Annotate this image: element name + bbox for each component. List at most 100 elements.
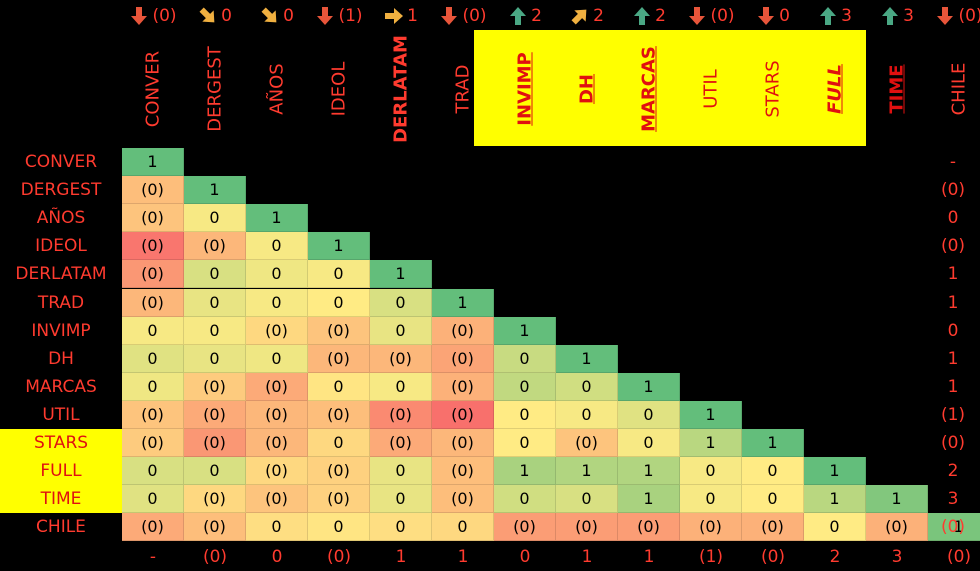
- heatmap-cell: (0): [122, 429, 184, 457]
- row-summary-value: 1: [947, 376, 959, 397]
- heatmap-cell: (0): [246, 316, 308, 345]
- heatmap-cell: (0): [556, 429, 618, 457]
- row-label: FULL: [0, 457, 122, 486]
- row-label: UTIL: [42, 404, 80, 425]
- heatmap-cell: (0): [370, 400, 432, 429]
- heatmap-cell: 0: [184, 457, 246, 486]
- column-header: DERLATAM: [383, 30, 419, 148]
- trend-indicator: 0: [246, 4, 308, 28]
- heatmap-cell: 1: [618, 457, 680, 486]
- heatmap-cell: 1: [680, 429, 742, 457]
- trend-arrow-icon: [820, 7, 837, 25]
- heatmap-cell: 1: [866, 485, 928, 514]
- heatmap-cell: 1: [556, 457, 618, 486]
- trend-indicator: 3: [804, 4, 866, 28]
- heatmap-cell: 1: [370, 260, 432, 289]
- column-header: INVIMP: [507, 30, 543, 148]
- heatmap-cell: (0): [866, 513, 928, 542]
- heatmap-cell: 0: [308, 513, 370, 542]
- heatmap-cell: 1: [122, 148, 184, 176]
- heatmap-cell: 1: [680, 400, 742, 429]
- heatmap-cell: (0): [432, 429, 494, 457]
- trend-arrow-icon: [385, 8, 404, 24]
- heatmap-cell: 1: [618, 485, 680, 514]
- column-summary-value: (0): [946, 547, 972, 567]
- trend-value: 2: [593, 6, 604, 26]
- trend-indicator: (0): [432, 4, 494, 28]
- heatmap-cell: 0: [122, 457, 184, 486]
- trend-indicator: 0: [742, 4, 804, 28]
- row-label: AÑOS: [36, 208, 86, 229]
- column-header: UTIL: [693, 30, 729, 148]
- column-header-label: IDEOL: [328, 61, 350, 117]
- row-label: STARS: [0, 429, 122, 457]
- heatmap-cell: 0: [370, 316, 432, 345]
- trend-arrow-icon: [571, 9, 587, 25]
- heatmap-cell: (0): [184, 372, 246, 401]
- row-summary-value: -: [949, 152, 957, 172]
- column-header: TIME: [879, 30, 915, 148]
- row-label: INVIMP: [31, 320, 91, 341]
- row-label: TIME: [0, 485, 122, 514]
- heatmap-cell: 0: [804, 513, 866, 542]
- heatmap-cell: 1: [246, 204, 308, 233]
- heatmap-cell: 1: [494, 316, 556, 345]
- heatmap-cell: (0): [184, 485, 246, 514]
- column-header-label: DH: [576, 73, 598, 105]
- heatmap-cell: 0: [494, 485, 556, 514]
- heatmap-cell: 0: [618, 400, 680, 429]
- trend-indicator: 2: [494, 4, 556, 28]
- heatmap-cell: (0): [122, 288, 184, 317]
- column-summary-value: 1: [457, 547, 469, 567]
- trend-indicator: (0): [928, 4, 980, 28]
- heatmap-cell: (0): [308, 344, 370, 373]
- row-summary-value: (0): [940, 517, 966, 538]
- trend-arrow-icon: [882, 7, 899, 25]
- heatmap-cell: (0): [184, 400, 246, 429]
- trend-value: 0: [779, 6, 790, 26]
- trend-arrow-icon: [937, 7, 954, 25]
- heatmap-cell: 0: [556, 400, 618, 429]
- row-label: DH: [48, 348, 74, 369]
- column-header: STARS: [755, 30, 791, 148]
- trend-arrow-icon: [689, 7, 706, 25]
- row-label: CONVER: [24, 152, 98, 172]
- row-summary-value: 3: [947, 489, 959, 510]
- column-header-label: CHILE: [948, 62, 970, 116]
- heatmap-cell: 0: [618, 429, 680, 457]
- trend-indicator: 3: [866, 4, 928, 28]
- trend-arrow-icon: [634, 7, 651, 25]
- row-summary-value: 1: [947, 264, 959, 285]
- heatmap-cell: (0): [122, 400, 184, 429]
- heatmap-cell: (0): [308, 316, 370, 345]
- heatmap-cell: 0: [680, 457, 742, 486]
- heatmap-cell: 0: [308, 429, 370, 457]
- heatmap-cell: 0: [246, 344, 308, 373]
- column-summary-value: 0: [271, 547, 283, 567]
- column-summary-value: (1): [698, 547, 724, 567]
- trend-value: 0: [283, 6, 294, 26]
- column-summary-value: (0): [326, 547, 352, 567]
- heatmap-cell: 0: [370, 288, 432, 317]
- column-header-label: MARCAS: [638, 46, 660, 132]
- row-label: MARCAS: [25, 376, 97, 397]
- heatmap-cell: (0): [246, 485, 308, 514]
- trend-value: (1): [338, 6, 363, 26]
- column-header-label: TRAD: [452, 64, 474, 114]
- trend-indicator: (1): [308, 4, 370, 28]
- trend-arrow-icon: [758, 7, 775, 25]
- heatmap-cell: (0): [122, 232, 184, 261]
- heatmap-cell: 0: [184, 288, 246, 317]
- heatmap-cell: 0: [308, 288, 370, 317]
- trend-arrow-icon: [131, 7, 148, 25]
- row-summary-value: 1: [947, 292, 959, 313]
- heatmap-cell: (0): [432, 344, 494, 373]
- heatmap-cell: (0): [432, 372, 494, 401]
- trend-indicator: 1: [370, 4, 432, 28]
- heatmap-cell: 0: [184, 316, 246, 345]
- column-header: FULL: [817, 30, 853, 148]
- heatmap-cell: 0: [122, 344, 184, 373]
- heatmap-cell: 0: [246, 513, 308, 542]
- column-header-label: UTIL: [700, 69, 722, 109]
- heatmap-cell: 0: [122, 316, 184, 345]
